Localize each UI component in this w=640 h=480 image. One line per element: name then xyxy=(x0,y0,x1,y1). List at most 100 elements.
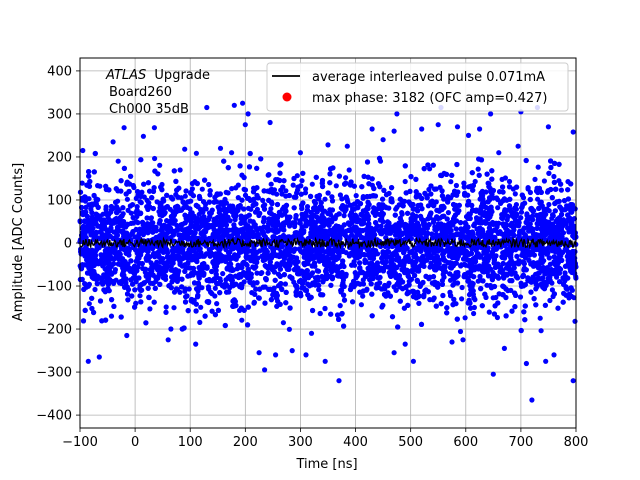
scatter-point xyxy=(80,318,87,324)
scatter-point xyxy=(258,156,264,162)
scatter-point xyxy=(302,190,309,196)
scatter-point xyxy=(254,270,260,276)
scatter-point xyxy=(134,204,140,210)
scatter-point xyxy=(171,305,177,311)
scatter-point xyxy=(541,178,548,184)
scatter-point xyxy=(328,166,334,172)
scatter-point xyxy=(86,196,92,202)
scatter-point xyxy=(389,185,395,191)
scatter-point xyxy=(462,315,468,321)
scatter-point xyxy=(361,251,367,258)
scatter-point xyxy=(368,281,374,287)
scatter-point xyxy=(206,181,212,188)
scatter-point xyxy=(152,155,158,162)
scatter-point xyxy=(283,188,289,194)
scatter-point xyxy=(177,167,183,173)
scatter-point xyxy=(459,296,465,302)
scatter-point xyxy=(182,193,188,199)
scatter-point xyxy=(276,209,282,215)
scatter-point xyxy=(341,213,347,219)
scatter-point xyxy=(298,191,304,197)
scatter-point xyxy=(415,208,421,214)
scatter-point xyxy=(430,297,436,303)
scatter-point xyxy=(453,182,459,189)
scatter-point xyxy=(308,209,314,216)
scatter-point xyxy=(257,248,263,254)
scatter-point xyxy=(528,289,534,295)
scatter-point xyxy=(89,295,95,301)
scatter-point xyxy=(102,232,108,238)
scatter-point xyxy=(274,201,281,208)
scatter-point xyxy=(206,286,212,292)
scatter-point xyxy=(381,291,388,298)
scatter-point xyxy=(389,314,396,320)
scatter-point xyxy=(147,306,153,312)
scatter-point xyxy=(386,280,392,286)
scatter-point xyxy=(457,328,464,335)
scatter-point xyxy=(157,162,163,168)
scatter-point xyxy=(538,328,544,334)
scatter-point xyxy=(336,173,342,179)
scatter-point xyxy=(445,210,451,216)
scatter-point xyxy=(556,161,562,167)
scatter-point xyxy=(158,227,164,233)
scatter-point xyxy=(495,205,501,211)
scatter-point xyxy=(535,164,541,170)
scatter-point xyxy=(193,150,199,156)
scatter-point xyxy=(281,272,287,278)
scatter-point xyxy=(139,261,145,267)
scatter-point xyxy=(350,206,356,212)
scatter-point xyxy=(318,200,324,206)
scatter-point xyxy=(393,206,399,212)
scatter-point xyxy=(283,289,289,295)
scatter-point xyxy=(222,208,228,214)
scatter-point xyxy=(322,196,328,202)
scatter-point xyxy=(268,206,274,212)
scatter-point xyxy=(97,183,103,189)
scatter-point xyxy=(493,294,499,301)
scatter-point xyxy=(280,184,286,190)
scatter-point xyxy=(395,279,402,285)
scatter-point xyxy=(160,196,166,202)
scatter-point xyxy=(164,250,171,256)
scatter-point xyxy=(294,190,300,196)
scatter-point xyxy=(425,203,431,209)
scatter-point xyxy=(99,279,105,285)
scatter-point xyxy=(239,317,245,323)
scatter-point xyxy=(299,178,305,184)
scatter-point xyxy=(342,181,348,187)
scatter-point xyxy=(279,286,285,292)
scatter-point xyxy=(151,185,157,191)
scatter-point xyxy=(508,287,514,293)
scatter-point xyxy=(517,294,524,300)
scatter-point xyxy=(347,202,353,208)
scatter-point xyxy=(87,178,93,185)
scatter-point xyxy=(555,216,561,222)
scatter-point xyxy=(185,308,191,314)
scatter-point xyxy=(277,177,283,184)
scatter-point xyxy=(355,205,361,211)
scatter-point xyxy=(115,158,121,164)
scatter-point xyxy=(466,198,472,204)
scatter-point xyxy=(472,178,478,185)
scatter-point xyxy=(551,291,558,297)
scatter-point xyxy=(335,312,341,318)
scatter-point xyxy=(92,286,98,293)
scatter-point xyxy=(421,221,427,227)
scatter-point xyxy=(267,286,273,292)
scatter-point xyxy=(551,179,558,185)
scatter-point xyxy=(502,175,508,181)
scatter-point xyxy=(465,270,471,276)
scatter-point xyxy=(518,209,525,215)
scatter-point xyxy=(182,299,189,305)
scatter-series xyxy=(77,100,579,403)
scatter-point xyxy=(553,186,559,192)
scatter-point xyxy=(235,195,241,201)
scatter-point xyxy=(92,150,98,157)
scatter-point xyxy=(139,189,145,195)
scatter-point xyxy=(255,195,261,201)
scatter-point xyxy=(369,176,375,182)
scatter-point xyxy=(340,247,346,253)
scatter-point xyxy=(453,226,459,232)
scatter-point xyxy=(309,181,315,187)
